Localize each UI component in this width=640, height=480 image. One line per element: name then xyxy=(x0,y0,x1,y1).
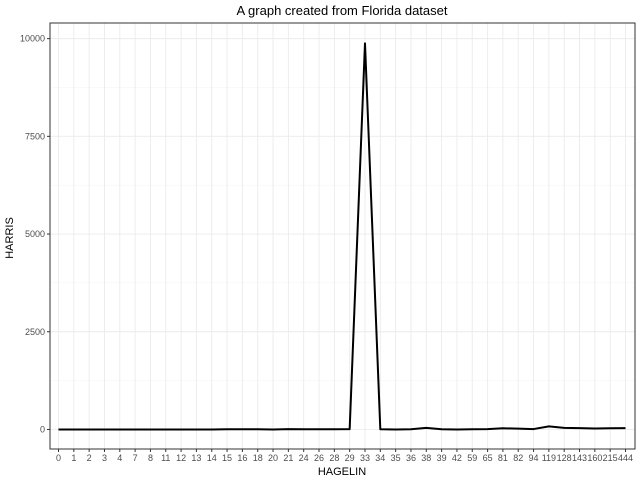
x-tick-label: 2 xyxy=(87,453,92,463)
x-tick-label: 42 xyxy=(452,453,462,463)
x-tick-label: 1 xyxy=(71,453,76,463)
x-tick-label: 13 xyxy=(191,453,201,463)
x-tick-label: 11 xyxy=(161,453,170,463)
x-tick-label: 36 xyxy=(406,453,416,463)
x-tick-label: 4 xyxy=(117,453,122,463)
x-tick-label: 15 xyxy=(222,453,232,463)
y-tick-label: 0 xyxy=(40,424,45,434)
x-tick-label: 14 xyxy=(207,453,217,463)
x-tick-label: 24 xyxy=(299,453,309,463)
x-tick-label: 16 xyxy=(237,453,247,463)
x-tick-label: 28 xyxy=(329,453,339,463)
x-tick-label: 26 xyxy=(314,453,324,463)
x-tick-label: 119 xyxy=(542,453,556,463)
x-tick-label: 21 xyxy=(283,453,293,463)
y-axis-title: HARRIS xyxy=(4,217,16,259)
x-axis-title: HAGELIN xyxy=(318,466,366,478)
x-tick-label: 20 xyxy=(268,453,278,463)
x-tick-label: 39 xyxy=(437,453,447,463)
x-tick-label: 59 xyxy=(467,453,477,463)
plot-panel-border xyxy=(49,22,636,450)
series-line xyxy=(58,42,626,431)
y-tick-label: 7500 xyxy=(25,131,45,141)
x-tick-label: 65 xyxy=(483,453,493,463)
y-tick-labels: 0 2500 5000 7500 10000 xyxy=(20,34,50,434)
y-tick-label: 2500 xyxy=(25,327,45,337)
x-tick-label: 29 xyxy=(345,453,355,463)
x-tick-label: 8 xyxy=(148,453,153,463)
x-tick-label: 82 xyxy=(513,453,523,463)
x-tick-label: 215 xyxy=(603,453,618,463)
x-tick-label: 18 xyxy=(253,453,263,463)
x-tick-labels: 0 1 2 3 4 7 8 11 12 13 14 15 16 18 20 21 24 26 28 29 33 34 35 3… xyxy=(56,449,633,463)
x-tick-label: 33 xyxy=(360,453,370,463)
x-tick-label: 38 xyxy=(421,453,431,463)
x-tick-label: 3 xyxy=(102,453,107,463)
x-tick-label: 12 xyxy=(176,453,186,463)
x-tick-label: 143 xyxy=(572,453,587,463)
y-tick-label: 10000 xyxy=(20,34,45,44)
x-tick-label: 35 xyxy=(391,453,401,463)
x-tick-label: 128 xyxy=(557,453,572,463)
x-tick-label: 444 xyxy=(618,453,633,463)
y-tick-label: 5000 xyxy=(25,229,45,239)
x-tick-label: 94 xyxy=(529,453,539,463)
grid xyxy=(50,23,635,449)
x-tick-label: 7 xyxy=(133,453,138,463)
chart-title: A graph created from Florida dataset xyxy=(236,3,447,18)
x-tick-label: 34 xyxy=(375,453,385,463)
x-tick-label: 160 xyxy=(587,453,602,463)
x-tick-label: 0 xyxy=(56,453,61,463)
x-tick-label: 81 xyxy=(498,453,508,463)
